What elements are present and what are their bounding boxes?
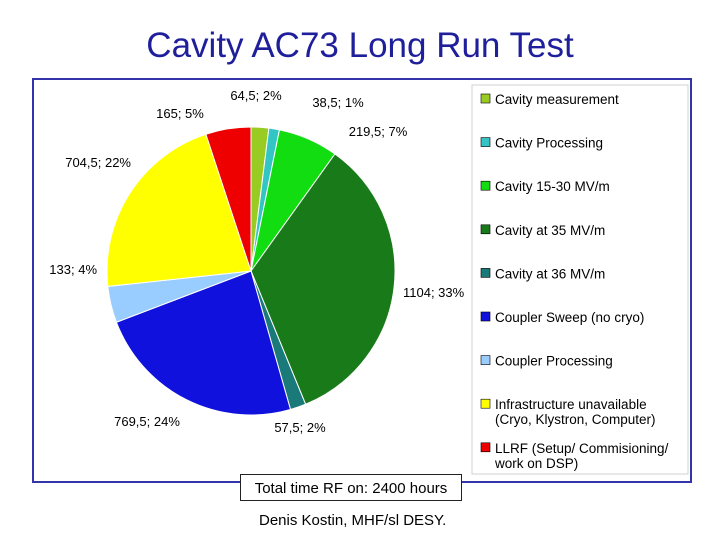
author-credit: Denis Kostin, MHF/sl DESY. (259, 512, 447, 529)
legend-label: Cavity measurement (495, 92, 619, 107)
page-title: Cavity AC73 Long Run Test (146, 26, 574, 65)
data-label: 704,5; 22% (65, 155, 131, 170)
legend-label: Cavity Processing (495, 136, 603, 151)
legend-label: Cavity at 36 MV/m (495, 266, 605, 281)
data-label: 165; 5% (156, 106, 204, 121)
data-label: 133; 4% (49, 262, 97, 277)
legend-label: Infrastructure unavailable (Cryo, Klystro… (495, 397, 656, 427)
pie-slices (106, 126, 396, 416)
legend-label: LLRF (Setup/ Commisioning/work on DSP) (494, 441, 669, 471)
legend-swatch (480, 137, 491, 147)
data-label: 219,5; 7% (349, 124, 408, 139)
legend-swatch (480, 180, 491, 191)
pie-slice (250, 153, 396, 405)
legend-label: Cavity at 35 MV/m (495, 223, 605, 238)
pie-slice (205, 126, 252, 272)
legend-swatch (480, 442, 491, 453)
data-label: 38,5; 1% (312, 95, 364, 110)
legend-box (471, 84, 689, 475)
pie-slice (115, 270, 292, 416)
data-label: 57,5; 2% (274, 420, 326, 435)
total-time-note: Total time RF on: 2400 hours (240, 474, 462, 501)
legend-swatch (480, 224, 491, 235)
legend-label: Coupler Sweep (no cryo) (495, 310, 644, 325)
data-label: 769,5; 24% (114, 414, 180, 429)
legend-swatch (480, 93, 491, 104)
data-label: 1104; 33% (403, 285, 465, 300)
data-labels: 64,5; 2% 38,5; 1% 219,5; 7% 1104; 33% 57,5; … (49, 88, 464, 435)
legend-swatch (480, 355, 491, 365)
legend-label: Cavity 15-30 MV/m (495, 179, 610, 194)
data-label: 64,5; 2% (230, 88, 282, 103)
legend-swatch (480, 398, 491, 409)
pie-slice (106, 133, 252, 287)
legend-swatch (480, 268, 491, 278)
legend-swatch (480, 311, 491, 322)
legend-label: Coupler Processing (495, 354, 613, 369)
legend: Cavity measurement Cavity Processing Cavit… (480, 92, 669, 471)
